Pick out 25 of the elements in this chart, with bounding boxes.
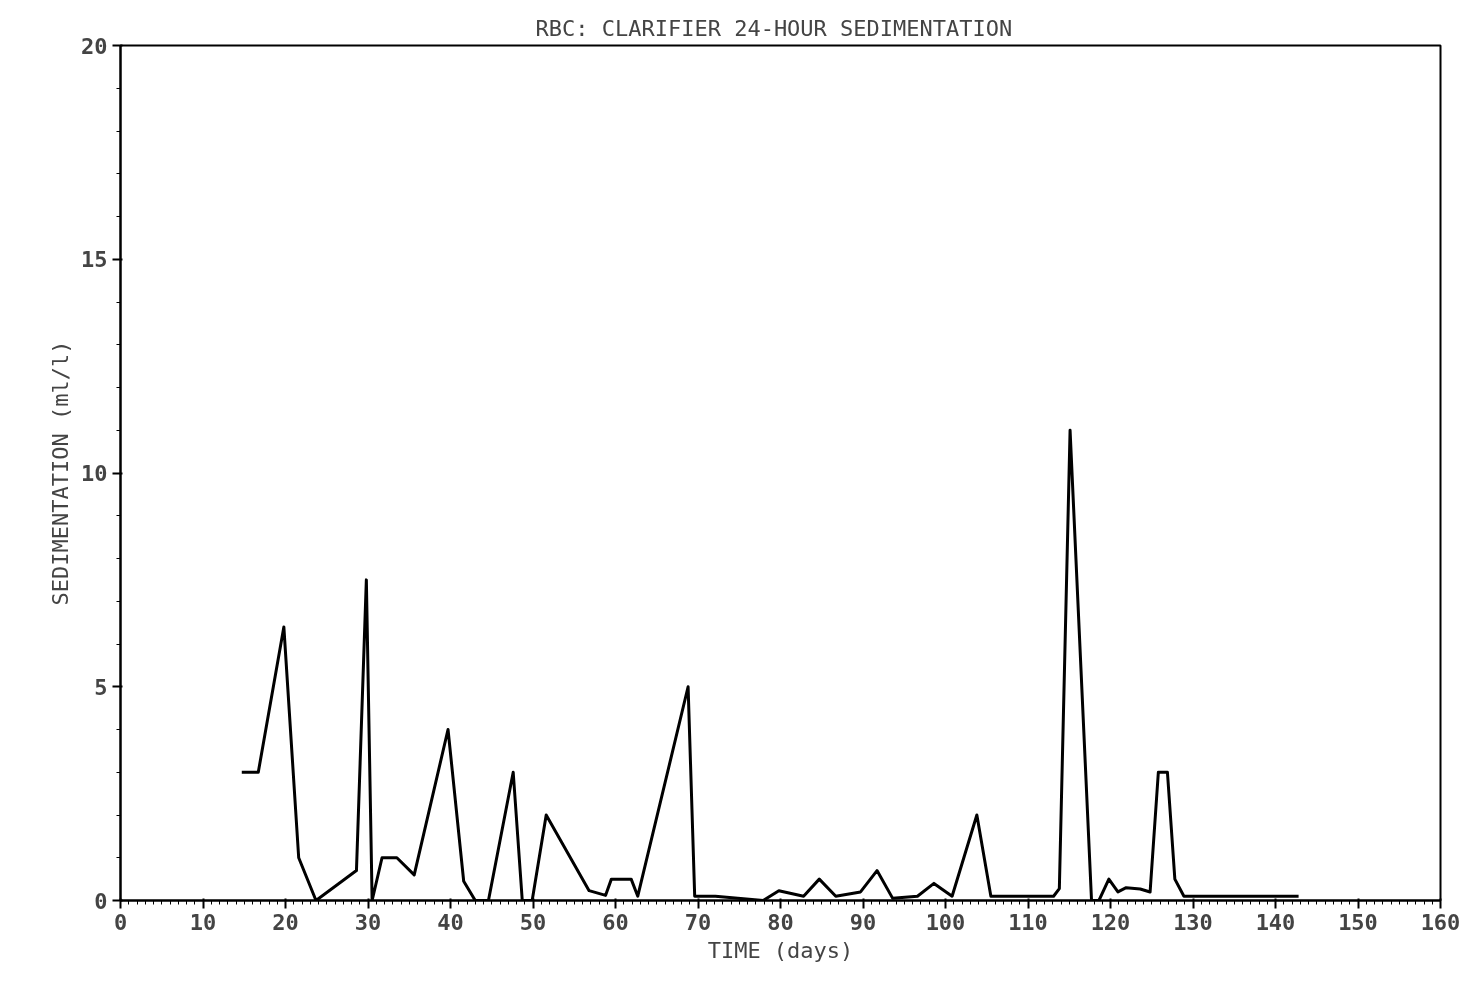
x-tick-label: 70 — [684, 909, 712, 935]
x-tick-label: 110 — [1008, 909, 1048, 935]
x-tick-label: 50 — [519, 909, 547, 935]
y-tick-label: 10 — [81, 461, 108, 486]
x-tick-label: 100 — [925, 909, 966, 935]
x-tick-label: 20 — [272, 909, 299, 935]
x-tick-label: 80 — [767, 909, 794, 935]
x-tick-label: 30 — [354, 909, 382, 935]
y-tick-label: 20 — [81, 33, 108, 59]
chart-title: RBC: CLARIFIER 24-HOUR SEDIMENTATION — [535, 15, 1013, 41]
y-axis-title: SEDIMENTATION (ml/l) — [48, 340, 74, 606]
x-tick-label: 10 — [189, 909, 217, 935]
x-tick-label: 90 — [849, 909, 877, 935]
x-tick-label: 120 — [1090, 909, 1131, 935]
x-tick-label: 130 — [1173, 909, 1213, 935]
x-tick-label: 40 — [437, 909, 464, 935]
x-tick-label: 160 — [1420, 909, 1461, 935]
y-tick-label: 15 — [81, 247, 108, 273]
x-tick-label: 60 — [602, 909, 629, 935]
y-tick-label: 0 — [94, 888, 108, 914]
x-axis-title: TIME (days) — [707, 937, 854, 963]
y-tick-label: 5 — [94, 674, 108, 700]
x-tick-label: 140 — [1255, 909, 1296, 935]
x-tick-label: 150 — [1338, 909, 1378, 935]
x-tick-label: 0 — [113, 909, 128, 935]
